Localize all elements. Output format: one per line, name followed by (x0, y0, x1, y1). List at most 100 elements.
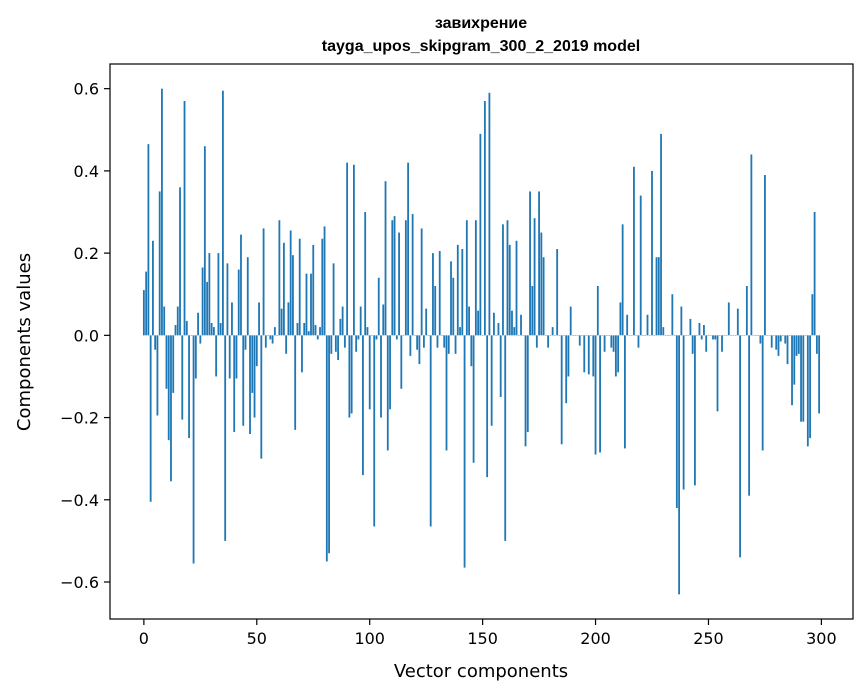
bar (569, 306, 572, 336)
bar (691, 335, 694, 354)
bar (660, 133, 662, 336)
y-tick-label: −0.4 (60, 491, 99, 510)
bar (206, 281, 209, 336)
bar (443, 335, 446, 348)
bar (298, 238, 301, 336)
bar (343, 335, 346, 348)
bar (680, 306, 683, 336)
bar (364, 212, 367, 336)
bar (513, 327, 516, 336)
bar (450, 261, 452, 336)
bar (332, 263, 335, 336)
plot-area (110, 64, 853, 619)
bar (181, 335, 184, 420)
bar (540, 232, 543, 336)
bar (533, 218, 536, 336)
bar (235, 335, 238, 379)
bar (587, 335, 590, 375)
bar (362, 335, 364, 476)
bar (791, 335, 793, 406)
bar (657, 257, 660, 336)
bar (389, 335, 391, 410)
bar (203, 146, 206, 336)
bar (149, 335, 152, 502)
bar (621, 224, 624, 336)
bar (594, 335, 597, 455)
bar (199, 335, 202, 344)
bar (260, 335, 263, 459)
bar (529, 191, 531, 336)
bar (813, 212, 816, 336)
bar (226, 263, 229, 336)
bar (560, 335, 563, 445)
bar (617, 335, 620, 373)
bar (714, 335, 717, 340)
bar (382, 304, 385, 336)
bar (366, 327, 369, 336)
bar (777, 335, 780, 356)
bar (312, 244, 315, 336)
bar (511, 310, 513, 336)
plot-frame (109, 63, 854, 620)
bar (380, 335, 382, 418)
bar (179, 187, 181, 336)
bar (748, 335, 751, 496)
y-tick-label: 0.0 (74, 326, 99, 345)
bar (147, 144, 150, 336)
bar (662, 327, 665, 336)
bar (535, 335, 538, 348)
bar (797, 335, 800, 354)
y-axis-label: Components values (14, 253, 35, 431)
bar (346, 162, 349, 336)
bar (197, 312, 199, 336)
bar (612, 335, 615, 352)
bar (251, 335, 254, 393)
bar (269, 335, 272, 340)
bar (815, 335, 818, 354)
bar (176, 306, 179, 336)
bar (547, 335, 550, 348)
bar (459, 327, 461, 336)
bar (158, 191, 161, 336)
bar (224, 335, 227, 541)
bar (716, 335, 719, 412)
bar (170, 335, 172, 482)
bar (456, 244, 459, 336)
x-tick-label: 0 (139, 629, 149, 648)
bar (377, 277, 380, 336)
bar (154, 335, 157, 350)
bar (504, 335, 507, 541)
bar (474, 220, 477, 336)
bar (578, 335, 581, 346)
bar (258, 302, 260, 336)
bar (273, 327, 276, 336)
bar (712, 335, 714, 340)
bar (219, 323, 222, 336)
bar (761, 335, 764, 451)
bar (490, 335, 493, 426)
bar (334, 335, 337, 352)
bar (242, 335, 245, 426)
bar (703, 325, 705, 336)
bar (163, 306, 166, 336)
bar (678, 335, 681, 595)
bar (689, 318, 692, 336)
bar (655, 257, 658, 336)
bar (745, 286, 748, 336)
bar (818, 335, 821, 414)
bar (802, 335, 805, 422)
bar (253, 335, 256, 418)
bar (486, 335, 489, 478)
bar (194, 335, 197, 379)
bar (779, 335, 782, 342)
bar (675, 335, 678, 508)
bar (811, 294, 814, 336)
bar (736, 308, 739, 336)
bar (217, 253, 220, 336)
bar (161, 88, 163, 336)
bar (174, 325, 177, 336)
bar (264, 335, 267, 348)
y-axis-ticks: −0.6 −0.4 −0.2 0.0 0.2 0.4 0.6 (60, 80, 110, 592)
bar (411, 214, 414, 336)
